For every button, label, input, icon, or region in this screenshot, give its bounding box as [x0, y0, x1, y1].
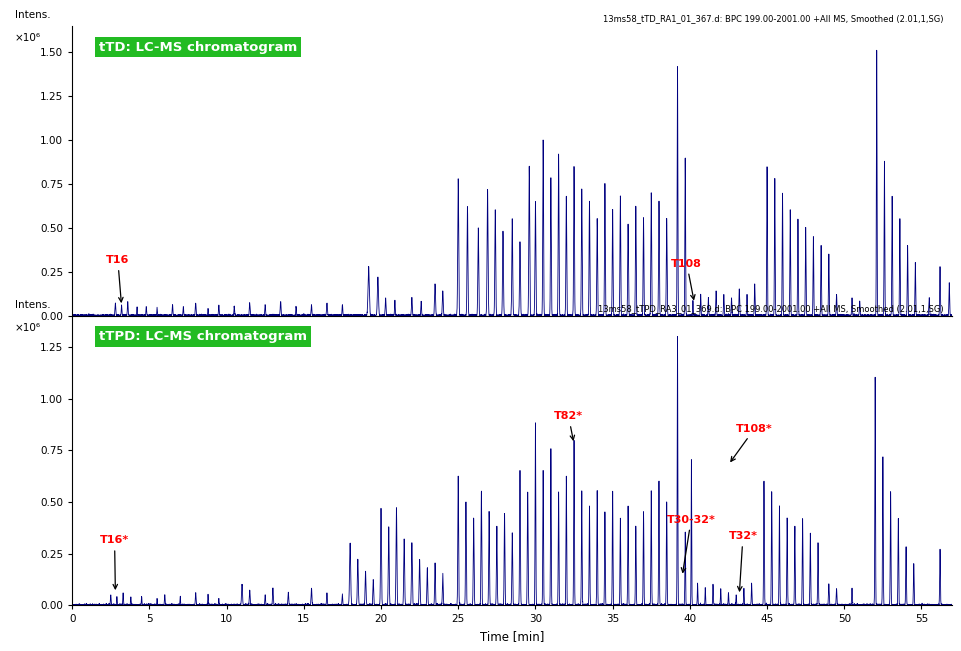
- Text: T108*: T108*: [730, 424, 772, 462]
- Text: Intens.: Intens.: [15, 300, 51, 310]
- Text: tTPD: LC-MS chromatogram: tTPD: LC-MS chromatogram: [98, 330, 307, 343]
- X-axis label: Time [min]: Time [min]: [480, 630, 544, 643]
- Text: T32*: T32*: [727, 531, 756, 591]
- Text: tTD: LC-MS chromatogram: tTD: LC-MS chromatogram: [98, 40, 297, 53]
- Text: Intens.: Intens.: [15, 10, 51, 20]
- Text: T30-32*: T30-32*: [666, 515, 715, 572]
- Text: T16: T16: [106, 255, 130, 302]
- Text: T82*: T82*: [554, 411, 582, 440]
- Text: 13ms58_tTD_RA1_01_367.d: BPC 199.00-2001.00 +All MS, Smoothed (2.01,1,SG): 13ms58_tTD_RA1_01_367.d: BPC 199.00-2001…: [603, 14, 943, 23]
- Text: T16*: T16*: [100, 535, 129, 589]
- Text: ×10⁶: ×10⁶: [15, 323, 41, 333]
- Text: T108: T108: [671, 258, 702, 299]
- Text: 13ms58_tTPD_RA3_01_369.d: BPC 199.00-2001.00 +All MS, Smoothed (2.01,1,SG): 13ms58_tTPD_RA3_01_369.d: BPC 199.00-200…: [598, 304, 943, 313]
- Text: ×10⁶: ×10⁶: [15, 33, 41, 44]
